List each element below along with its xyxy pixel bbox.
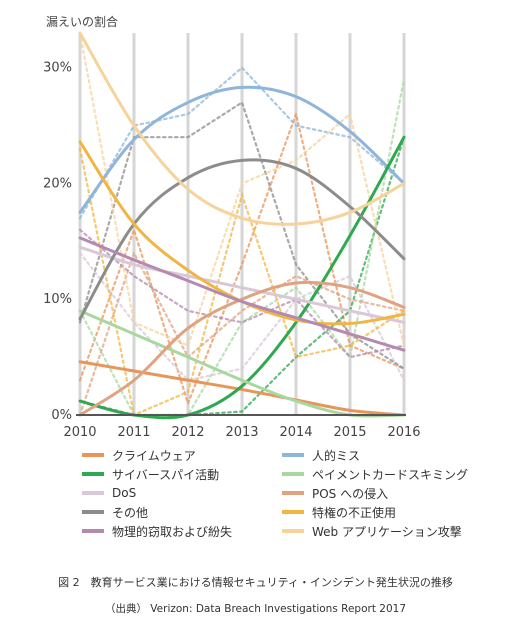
series-trend-line	[78, 360, 406, 417]
legend-item: POS への侵入	[282, 484, 482, 502]
legend-item: DoS	[82, 484, 282, 502]
series-values-line	[78, 110, 406, 407]
series-values-line	[78, 251, 406, 382]
legend-swatch	[82, 510, 104, 514]
figure-caption: 図 2 教育サービス業における情報セキュリティ・インシデント発生状況の推移	[58, 576, 453, 589]
legend-label: POS への侵入	[312, 486, 389, 501]
legend-item: 人的ミス	[282, 446, 482, 464]
legend-swatch	[82, 529, 104, 533]
series-trend-line	[78, 236, 406, 352]
series-trend-line	[78, 158, 406, 321]
y-tick-label: 20%	[43, 176, 72, 191]
legend-label: サイバースパイ活動	[112, 467, 220, 482]
legend-swatch	[282, 472, 304, 476]
series-values-line	[78, 228, 406, 359]
legend-label: 物理的窃取および紛失	[112, 524, 233, 539]
legend-item: クライムウェア	[82, 446, 282, 464]
legend-item: Web アプリケーション攻撃	[282, 522, 482, 540]
legend-label: 特権の不正使用	[312, 505, 397, 520]
x-tick-label: 2012	[171, 425, 204, 440]
x-tick-label: 2011	[117, 425, 150, 440]
series-trend-line	[78, 245, 406, 324]
y-tick-label: 10%	[43, 292, 72, 307]
series-values-line	[78, 31, 406, 348]
legend-label: その他	[112, 505, 149, 520]
y-tick-labels: 0% 10% 20% 30%	[43, 61, 72, 423]
x-tick-label: 2013	[225, 425, 258, 440]
series-trend-line	[78, 31, 406, 226]
x-tick-label: 2016	[387, 425, 420, 440]
legend-item: ペイメントカードスキミング	[282, 465, 482, 483]
legend-swatch	[82, 491, 104, 495]
y-tick-label: 0%	[51, 408, 72, 423]
figure-source: （出典） Verizon: Data Breach Investigations…	[104, 603, 407, 615]
series-trend-line	[78, 280, 406, 417]
x-tick-label: 2015	[333, 425, 366, 440]
legend-label: Web アプリケーション攻撃	[312, 524, 462, 539]
y-axis-label: 漏えいの割合	[46, 14, 118, 29]
trend-lines	[78, 31, 406, 420]
x-tick-labels: 2010 2011 2012 2013 2014 2015 2016	[63, 425, 420, 440]
legend-label: クライムウェア	[112, 448, 196, 463]
legend-swatch	[282, 453, 304, 457]
x-tick-label: 2010	[63, 425, 96, 440]
legend-label: ペイメントカードスキミング	[312, 467, 469, 482]
legend-item: 物理的窃取および紛失	[82, 522, 282, 540]
legend-item: 特権の不正使用	[282, 503, 482, 521]
legend-item: その他	[82, 503, 282, 521]
series-trend-line	[78, 85, 406, 214]
legend-item: サイバースパイ活動	[82, 465, 282, 483]
legend-label: DoS	[112, 486, 137, 500]
legend-swatch	[282, 491, 304, 495]
legend-swatch	[282, 529, 304, 533]
x-tick-label: 2014	[279, 425, 312, 440]
legend: クライムウェア 人的ミスサイバースパイ活動 ペイメントカードスキミング DoS POS …	[82, 446, 482, 540]
chart: 漏えいの割合 0%10%20%30% 2010 2011 2012 2013 2014 2…	[43, 14, 420, 440]
y-tick-label: 30%	[43, 61, 72, 76]
legend-swatch	[82, 453, 104, 457]
legend-swatch	[82, 472, 104, 476]
legend-label: 人的ミス	[312, 448, 361, 463]
series-values-line	[78, 250, 406, 417]
legend-swatch	[282, 510, 304, 514]
